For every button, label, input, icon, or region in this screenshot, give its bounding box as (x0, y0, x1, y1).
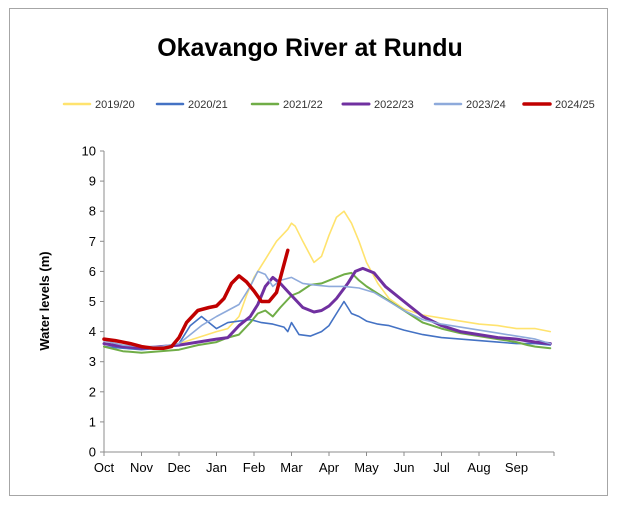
legend-label: 2024/25 (555, 99, 595, 111)
y-axis-title: Water levels (m) (37, 251, 52, 350)
x-tick-label: Sep (505, 460, 528, 475)
x-tick-label: Dec (167, 460, 191, 475)
x-tick-label: Nov (130, 460, 154, 475)
axes: 0 1 2 3 4 5 6 7 8 9 10 Oct Nov Dec Jan Feb Mar Apr May Jun J… (82, 144, 555, 475)
legend-label: 2020/21 (188, 99, 228, 111)
x-tick-label: Jan (206, 460, 227, 475)
y-tick-label: 6 (89, 264, 96, 279)
x-tick-label: May (354, 460, 379, 475)
legend-label: 2019/20 (95, 99, 135, 111)
x-tick-label: Aug (467, 460, 490, 475)
y-tick-label: 9 (89, 174, 96, 189)
x-tick-label: Oct (94, 460, 115, 475)
y-tick-label: 10 (82, 144, 96, 159)
y-tick-label: 8 (89, 204, 96, 219)
y-tick-label: 7 (89, 234, 96, 249)
y-tick-label: 4 (89, 324, 96, 339)
y-tick-label: 0 (89, 445, 96, 460)
x-tick-label: Apr (319, 460, 340, 475)
legend-label: 2022/23 (374, 99, 414, 111)
chart-title: Okavango River at Rundu (157, 34, 463, 62)
series-line-2022-23 (102, 266, 552, 350)
series-line-2020-21 (103, 300, 552, 351)
x-tick-label: Jul (433, 460, 450, 475)
y-tick-label: 2 (89, 384, 96, 399)
series-layer (102, 210, 552, 354)
legend-label: 2021/22 (283, 99, 323, 111)
series-line-2024-25 (102, 248, 290, 350)
legend-label: 2023/24 (466, 99, 506, 111)
series-line-2019-20 (103, 210, 552, 350)
legend: 2019/20 2020/21 2021/22 2022/23 2023/24 2024/… (62, 99, 595, 111)
y-tick-label: 5 (89, 294, 96, 309)
series-line-2023-24 (103, 270, 552, 348)
x-tick-label: Feb (243, 460, 265, 475)
y-tick-label: 3 (89, 354, 96, 369)
x-tick-label: Mar (280, 460, 303, 475)
x-tick-label: Jun (394, 460, 415, 475)
y-tick-label: 1 (89, 414, 96, 429)
